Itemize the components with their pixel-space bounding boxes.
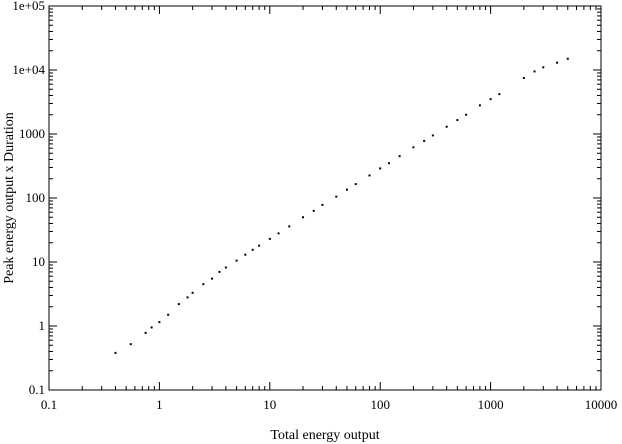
x-tick-label: 1000: [478, 397, 504, 412]
data-point: [431, 134, 434, 137]
data-point: [445, 125, 448, 128]
y-tick-label: 1: [39, 318, 46, 333]
data-point: [158, 321, 161, 324]
data-point: [302, 216, 305, 219]
data-point: [321, 203, 324, 206]
data-point: [244, 253, 247, 256]
data-point: [412, 146, 415, 149]
data-point: [354, 183, 357, 186]
data-point: [191, 291, 194, 294]
data-point: [224, 266, 227, 269]
data-point: [345, 188, 348, 191]
x-tick-label: 10000: [585, 397, 618, 412]
data-point: [387, 162, 390, 165]
y-axis-title: Peak energy output x Duration: [2, 112, 17, 284]
plot-area: [48, 5, 602, 391]
data-point: [288, 225, 291, 228]
data-point: [335, 195, 338, 198]
data-point: [478, 104, 481, 107]
y-tick-label: 100: [26, 190, 46, 205]
data-point: [456, 119, 459, 122]
y-tick-label: 0.1: [29, 382, 45, 397]
data-point: [235, 259, 238, 262]
data-point: [218, 270, 221, 273]
data-point: [566, 57, 569, 60]
data-point: [251, 248, 254, 251]
data-point: [177, 303, 180, 306]
data-point: [202, 283, 205, 286]
data-point: [465, 113, 468, 116]
y-tick-label: 1e+05: [12, 0, 45, 13]
data-point: [129, 343, 132, 346]
data-point: [114, 351, 117, 354]
x-tick-label: 0.1: [41, 397, 57, 412]
data-point: [186, 296, 189, 299]
data-point: [150, 326, 153, 329]
x-tick-label: 1: [156, 397, 163, 412]
y-tick-label: 10: [32, 254, 45, 269]
data-point: [542, 66, 545, 69]
x-tick-label: 10: [263, 397, 276, 412]
data-point: [312, 209, 315, 212]
y-tick-label: 1000: [19, 126, 45, 141]
axis-ticks: 0.1 1 10 100 1000 10000 0.1 1 10 100 1000 1e+04 1e+0…: [12, 0, 617, 412]
data-point: [423, 139, 426, 142]
x-tick-label: 100: [370, 397, 390, 412]
y-tick-label: 1e+04: [12, 62, 45, 77]
data-point: [533, 70, 536, 73]
data-points: [114, 57, 569, 354]
data-point: [522, 77, 525, 79]
data-point: [268, 237, 271, 240]
data-point: [556, 61, 559, 64]
data-point: [379, 167, 382, 170]
data-point: [211, 277, 214, 280]
data-point: [167, 313, 170, 316]
x-axis-title: Total energy output: [270, 428, 379, 443]
data-point: [368, 174, 371, 177]
data-point: [144, 331, 147, 334]
data-point: [498, 93, 501, 96]
data-point: [398, 155, 401, 158]
data-point: [277, 232, 280, 235]
data-point: [489, 98, 492, 101]
data-point: [258, 244, 261, 247]
